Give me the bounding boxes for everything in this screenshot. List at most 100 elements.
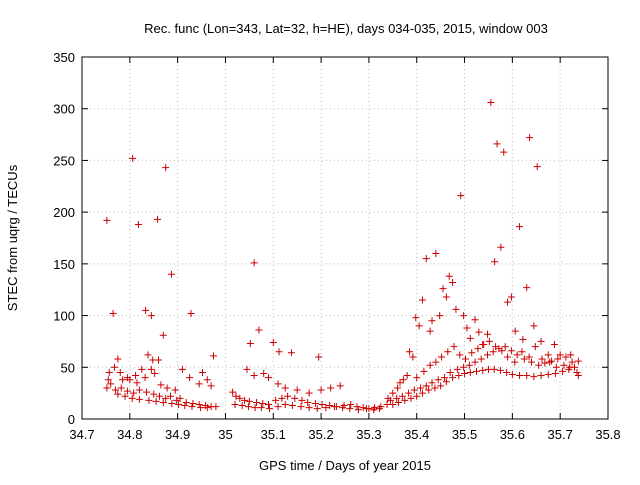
data-point xyxy=(265,405,273,413)
data-point xyxy=(428,379,436,387)
x-tick-label: 35 xyxy=(218,427,232,442)
data-point xyxy=(315,353,323,361)
data-point xyxy=(418,389,426,397)
y-tick-label: 250 xyxy=(53,153,75,168)
data-point xyxy=(437,382,445,390)
data-point xyxy=(123,387,131,395)
data-point xyxy=(503,368,511,376)
data-point xyxy=(457,192,465,200)
data-point xyxy=(176,394,184,402)
data-point xyxy=(559,367,567,375)
data-point xyxy=(445,272,453,280)
x-axis-label: GPS time / Days of year 2015 xyxy=(259,458,431,473)
data-point xyxy=(168,399,176,407)
data-point xyxy=(436,312,444,320)
data-point xyxy=(462,355,470,363)
data-point xyxy=(551,369,559,377)
data-point xyxy=(150,390,158,398)
data-point xyxy=(537,372,545,380)
data-point xyxy=(477,355,485,363)
data-point xyxy=(363,405,371,413)
data-point xyxy=(571,363,579,371)
data-point xyxy=(406,348,414,356)
data-point xyxy=(114,390,122,398)
data-point xyxy=(468,349,476,357)
y-tick-label: 300 xyxy=(53,102,75,117)
data-point xyxy=(479,366,487,374)
data-point xyxy=(147,312,155,320)
data-point xyxy=(105,368,113,376)
data-point xyxy=(326,402,334,410)
data-point xyxy=(143,388,151,396)
data-points xyxy=(103,99,582,414)
data-point xyxy=(471,358,479,366)
data-point xyxy=(132,372,140,380)
data-point xyxy=(507,347,515,355)
data-point xyxy=(284,392,292,400)
data-point xyxy=(272,396,280,404)
data-point xyxy=(544,371,552,379)
y-tick-label: 100 xyxy=(53,309,75,324)
data-point xyxy=(336,382,344,390)
data-point xyxy=(493,140,501,148)
data-point xyxy=(523,284,531,292)
data-point xyxy=(255,326,263,334)
data-point xyxy=(413,374,421,382)
data-point xyxy=(444,348,452,356)
data-point xyxy=(163,384,171,392)
data-point xyxy=(407,394,415,402)
data-point xyxy=(210,352,217,360)
data-point xyxy=(511,327,519,335)
data-point xyxy=(498,347,506,355)
data-point xyxy=(109,310,117,318)
data-point xyxy=(182,398,190,406)
data-point xyxy=(129,154,137,162)
data-point xyxy=(291,394,299,402)
data-point xyxy=(541,359,549,367)
data-point xyxy=(103,384,111,392)
data-point xyxy=(573,368,581,376)
data-point xyxy=(452,305,460,313)
data-point xyxy=(116,368,124,376)
y-tick-label: 200 xyxy=(53,205,75,220)
data-point xyxy=(516,223,524,231)
grid-lines xyxy=(82,57,608,419)
data-point xyxy=(398,392,406,400)
data-point xyxy=(518,348,526,356)
data-point xyxy=(420,367,428,375)
data-point xyxy=(431,384,439,392)
data-point xyxy=(264,401,272,409)
data-point xyxy=(389,389,397,397)
data-point xyxy=(460,363,468,371)
data-point xyxy=(186,374,194,382)
data-point xyxy=(121,392,129,400)
data-point xyxy=(530,322,538,330)
data-point xyxy=(432,250,440,258)
data-point xyxy=(281,384,289,392)
data-point xyxy=(103,216,111,224)
data-point xyxy=(474,345,482,353)
data-point xyxy=(412,314,420,322)
data-point xyxy=(546,358,554,366)
data-point xyxy=(167,270,175,278)
data-point xyxy=(399,376,407,384)
data-point xyxy=(117,384,125,392)
data-point xyxy=(394,384,402,392)
data-point xyxy=(449,374,457,382)
data-point xyxy=(450,343,458,351)
chart-title: Rec. func (Lon=343, Lat=32, h=HE), days … xyxy=(144,21,548,36)
data-point xyxy=(485,337,493,345)
data-point xyxy=(490,365,498,373)
data-point xyxy=(151,369,159,377)
data-point xyxy=(389,401,397,409)
data-point xyxy=(449,278,457,286)
data-point xyxy=(526,134,534,142)
data-point xyxy=(281,401,289,409)
y-tick-label: 350 xyxy=(53,50,75,65)
data-point xyxy=(231,401,239,409)
data-point xyxy=(455,372,463,380)
data-point xyxy=(288,402,296,410)
data-point xyxy=(492,343,500,351)
data-point xyxy=(245,397,253,405)
